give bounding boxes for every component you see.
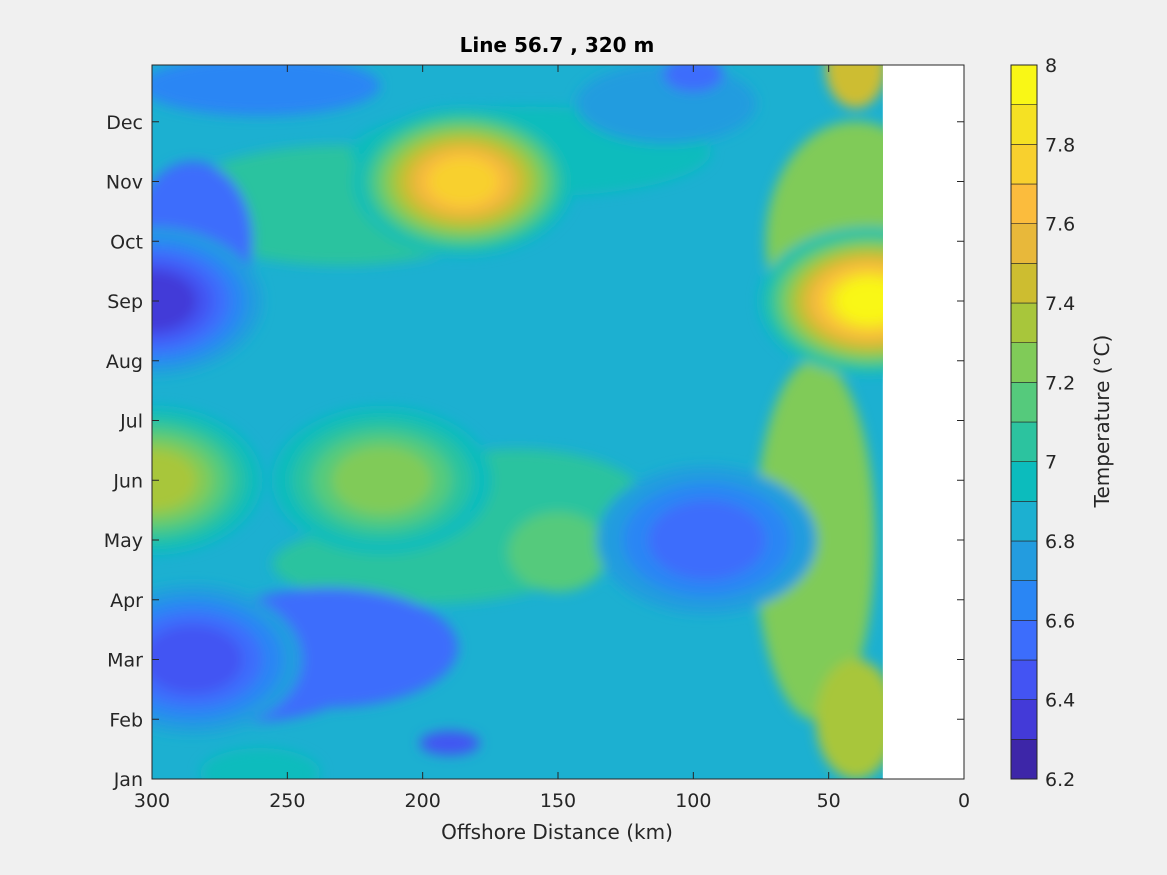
contour-region	[152, 65, 381, 116]
colorbar-swatch	[1010, 183, 1038, 224]
y-tick-label: Jan	[113, 769, 143, 791]
colorbar-tick-label: 6.8	[1045, 531, 1075, 553]
colorbar-swatch	[1010, 540, 1038, 581]
y-tick-label: Aug	[106, 351, 143, 373]
colorbar-swatch	[1010, 263, 1038, 304]
contour-region	[815, 659, 883, 779]
colorbar-tick-label: 7.8	[1045, 134, 1075, 156]
contour-feature	[332, 446, 433, 515]
chart-title: Line 56.7 , 320 m	[460, 33, 655, 57]
y-tick-label: May	[104, 530, 143, 552]
x-axis-label: Offshore Distance (km)	[441, 820, 673, 844]
y-tick-label: Jun	[112, 470, 143, 492]
colorbar-tick-label: 7.4	[1045, 293, 1075, 315]
x-tick-label: 250	[269, 790, 305, 812]
contour-region	[508, 511, 608, 592]
y-tick-label: Feb	[109, 709, 143, 731]
x-tick-label: 300	[134, 790, 170, 812]
colorbar-swatch	[1010, 620, 1038, 661]
contour-feature	[152, 449, 197, 511]
contour-field	[152, 65, 883, 779]
y-tick-label: Jul	[119, 411, 143, 433]
axis-ticks: 300 250 200 150 100 50 0 Jan Feb Mar Apr May Jun Jul A…	[104, 65, 970, 812]
colorbar-tick-label: 6.4	[1045, 690, 1075, 712]
colorbar-swatch	[1010, 64, 1038, 105]
x-tick-label: 100	[675, 790, 711, 812]
colorbar-swatch	[1010, 739, 1038, 780]
contour-feature	[837, 279, 883, 323]
colorbar-swatch	[1010, 461, 1038, 502]
colorbar-swatch	[1010, 501, 1038, 542]
y-tick-label: Oct	[110, 231, 143, 253]
colorbar-swatch	[1010, 659, 1038, 700]
y-tick-label: Apr	[110, 590, 143, 612]
colorbar-tick-label: 8	[1045, 55, 1057, 77]
contour-feature	[648, 500, 766, 580]
colorbar-swatch	[1010, 699, 1038, 740]
y-tick-label: Sep	[107, 291, 143, 313]
colorbar: 6.2 6.4 6.6 6.8 7 7.2 7.4 7.6 7.8 8	[1010, 55, 1075, 791]
contour-feature	[152, 625, 243, 694]
x-tick-label: 200	[405, 790, 441, 812]
x-tick-label: 50	[817, 790, 841, 812]
contour-region	[200, 748, 321, 779]
contour-region	[663, 65, 724, 92]
x-tick-label: 0	[958, 790, 970, 812]
y-tick-label: Dec	[106, 112, 143, 134]
contour-feature	[152, 270, 197, 332]
contour-region	[419, 731, 480, 756]
colorbar-tick-label: 6.6	[1045, 610, 1075, 632]
colorbar-swatch	[1010, 302, 1038, 343]
x-tick-label: 150	[540, 790, 576, 812]
contour-region	[825, 65, 883, 108]
colorbar-label: Temperature (°C)	[1090, 335, 1114, 509]
y-tick-label: Nov	[106, 172, 143, 194]
colorbar-swatch	[1010, 223, 1038, 264]
colorbar-swatch	[1010, 382, 1038, 423]
colorbar-tick-label: 6.2	[1045, 769, 1075, 791]
colorbar-swatch	[1010, 421, 1038, 462]
colorbar-tick-label: 7	[1045, 452, 1057, 474]
colorbar-swatch	[1010, 104, 1038, 145]
colorbar-swatch	[1010, 580, 1038, 621]
colorbar-tick-label: 7.6	[1045, 214, 1075, 236]
colorbar-swatch	[1010, 144, 1038, 185]
colorbar-swatch	[1010, 342, 1038, 383]
y-tick-label: Mar	[107, 650, 143, 672]
contour-feature	[429, 158, 498, 205]
colorbar-tick-label: 7.2	[1045, 372, 1075, 394]
